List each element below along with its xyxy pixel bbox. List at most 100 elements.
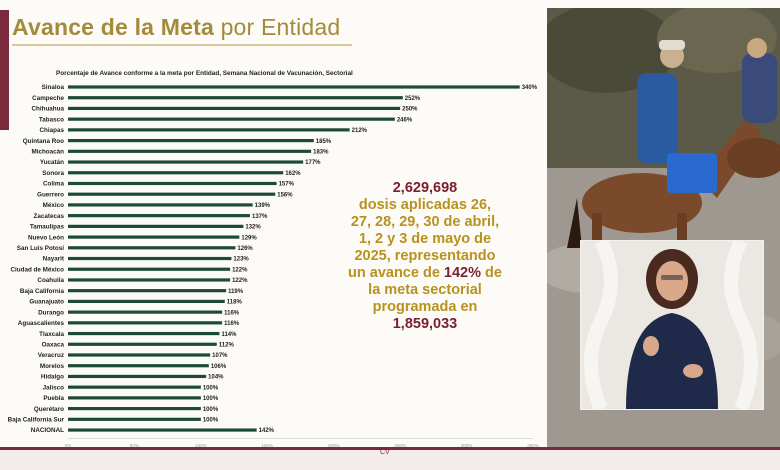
bar <box>68 181 277 186</box>
footer-accent-bar <box>0 447 780 450</box>
value-label: 185% <box>316 139 332 145</box>
title-underline <box>12 44 352 46</box>
x-tick-label: 250% <box>394 443 406 448</box>
summary-line: 27, 28, 29, 30 de abril, <box>350 214 500 230</box>
summary-goal: 1,859,033 <box>392 316 458 332</box>
value-label: 156% <box>277 192 293 198</box>
category-label: Tlaxcala <box>39 331 64 338</box>
x-tick-label: 200% <box>328 443 340 448</box>
x-tick-label: 300% <box>461 443 473 448</box>
value-label: 107% <box>212 353 228 359</box>
value-label: 340% <box>522 85 538 91</box>
category-label: Oaxaca <box>42 341 65 348</box>
value-label: 118% <box>227 300 243 306</box>
footer-band: CV <box>0 447 780 470</box>
category-label: México <box>43 202 65 209</box>
bar <box>68 246 236 250</box>
value-label: 122% <box>232 267 248 273</box>
bar <box>68 160 304 164</box>
value-label: 116% <box>224 321 240 327</box>
value-label: 112% <box>219 342 235 348</box>
category-label: Campeche <box>32 95 64 102</box>
bar <box>68 407 201 411</box>
bar <box>68 417 201 421</box>
category-label: Nayarit <box>43 256 65 263</box>
footer-mark: CV <box>380 449 390 456</box>
value-label: 129% <box>241 235 257 241</box>
summary-text-part: de <box>481 265 502 281</box>
bar <box>68 364 209 368</box>
summary-total: 2,629,698 <box>392 180 458 196</box>
bar <box>68 278 231 282</box>
category-label: Sinaloa <box>42 84 65 91</box>
page-title-bold: Avance de la Meta <box>12 14 214 40</box>
bar <box>68 214 251 218</box>
bar <box>68 96 403 100</box>
value-label: 100% <box>203 385 219 391</box>
value-label: 157% <box>279 182 295 188</box>
bar-chart: Sinaloa 340% Campeche 252% Chihuahua 250% Taba… <box>8 84 539 448</box>
bar <box>68 321 223 325</box>
bar <box>68 342 217 346</box>
category-label: Baja California <box>20 288 65 295</box>
summary-text: 2,629,698 dosis aplicadas 26, 27, 28, 29… <box>310 180 540 333</box>
category-label: Hidalgo <box>41 374 64 381</box>
side-accent-stripe <box>0 10 9 130</box>
bar <box>68 106 401 111</box>
category-label: San Luis Potosí <box>17 245 64 252</box>
value-label: 116% <box>224 310 240 316</box>
value-label: 106% <box>211 364 227 370</box>
bar <box>68 128 350 132</box>
value-label: 100% <box>203 396 219 402</box>
category-label: Baja California Sur <box>8 417 65 424</box>
bar <box>68 139 314 143</box>
category-label: Tamaulipas <box>30 224 65 231</box>
category-label: Guanajuato <box>29 299 64 306</box>
bar <box>68 117 395 121</box>
bar <box>68 203 253 207</box>
bar <box>68 224 244 228</box>
chart-title: Porcentaje de Avance conforme a la meta … <box>56 70 353 77</box>
bar <box>68 149 312 153</box>
category-label: Jalisco <box>43 384 65 391</box>
value-label: 139% <box>255 203 271 209</box>
bar <box>68 267 231 271</box>
value-label: 177% <box>305 160 321 166</box>
bar <box>68 331 220 336</box>
value-label: 114% <box>221 332 237 338</box>
category-label: Nuevo León <box>28 234 64 241</box>
bar <box>68 374 207 379</box>
x-tick-label: 150% <box>262 443 274 448</box>
category-label: Guerrero <box>37 191 64 198</box>
value-label: 132% <box>245 225 261 231</box>
category-label: Tabasco <box>39 116 64 123</box>
category-label: Querétaro <box>34 406 64 413</box>
page-title-rest: por Entidad <box>220 14 341 40</box>
value-label: 246% <box>397 117 413 123</box>
value-label: 142% <box>259 428 275 434</box>
bar <box>68 428 257 432</box>
summary-line: la meta sectorial <box>368 282 482 298</box>
x-tick-label: 350% <box>527 443 539 448</box>
category-label: Morelos <box>40 363 65 370</box>
bar <box>68 85 520 89</box>
value-label: 183% <box>313 150 329 156</box>
bar <box>68 235 240 239</box>
category-label: Colima <box>43 181 64 188</box>
bar <box>68 396 201 400</box>
value-label: 137% <box>252 214 268 220</box>
bar <box>68 310 223 314</box>
value-label: 104% <box>208 375 224 381</box>
summary-line: 1, 2 y 3 de mayo de <box>358 231 492 247</box>
summary-percent: 142% <box>443 265 482 281</box>
category-label: Durango <box>38 309 64 316</box>
sign-language-interpreter <box>580 240 764 410</box>
category-label: Chiapas <box>40 127 65 134</box>
x-tick-label: 0% <box>65 443 72 448</box>
summary-line: 2025, representando <box>354 248 496 264</box>
summary-line: dosis aplicadas 26, <box>358 197 492 213</box>
bar <box>68 353 211 357</box>
x-tick-label: 50% <box>130 443 139 448</box>
category-label: Veracruz <box>38 352 64 359</box>
bar <box>68 289 227 293</box>
